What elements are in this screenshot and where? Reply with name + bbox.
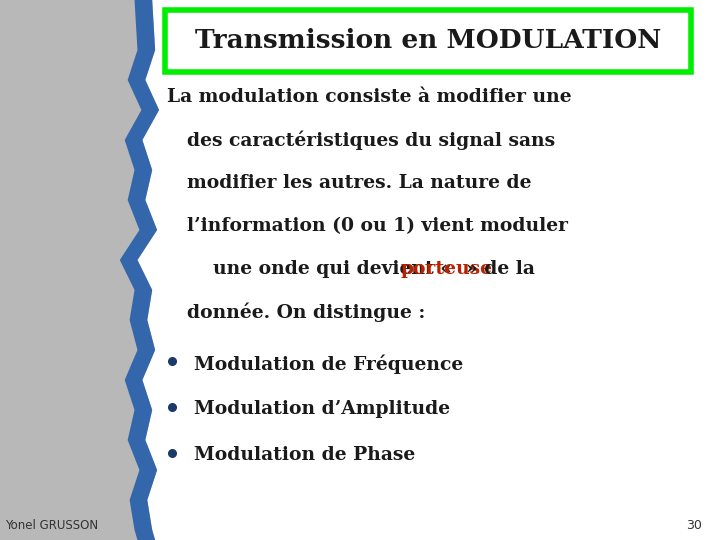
Text: 30: 30 — [686, 519, 702, 532]
Text: donnée. On distingue :: donnée. On distingue : — [186, 303, 425, 322]
Polygon shape — [120, 0, 159, 540]
Text: Modulation de Fréquence: Modulation de Fréquence — [194, 354, 464, 374]
Text: Yonel GRUSSON: Yonel GRUSSON — [5, 519, 98, 532]
FancyBboxPatch shape — [165, 10, 691, 72]
Text: une onde qui devient «: une onde qui devient « — [186, 260, 451, 278]
Text: La modulation consiste à modifier une: La modulation consiste à modifier une — [167, 88, 572, 106]
Text: porteuse: porteuse — [400, 260, 492, 278]
Polygon shape — [0, 0, 159, 540]
Text: » de la: » de la — [466, 260, 535, 278]
Text: Modulation d’Amplitude: Modulation d’Amplitude — [194, 400, 451, 418]
Text: Transmission en MODULATION: Transmission en MODULATION — [195, 29, 661, 53]
Text: l’information (0 ou 1) vient moduler: l’information (0 ou 1) vient moduler — [186, 217, 567, 235]
Text: Modulation de Phase: Modulation de Phase — [194, 446, 415, 464]
Text: des caractéristiques du signal sans: des caractéristiques du signal sans — [186, 131, 554, 151]
Text: modifier les autres. La nature de: modifier les autres. La nature de — [186, 174, 531, 192]
